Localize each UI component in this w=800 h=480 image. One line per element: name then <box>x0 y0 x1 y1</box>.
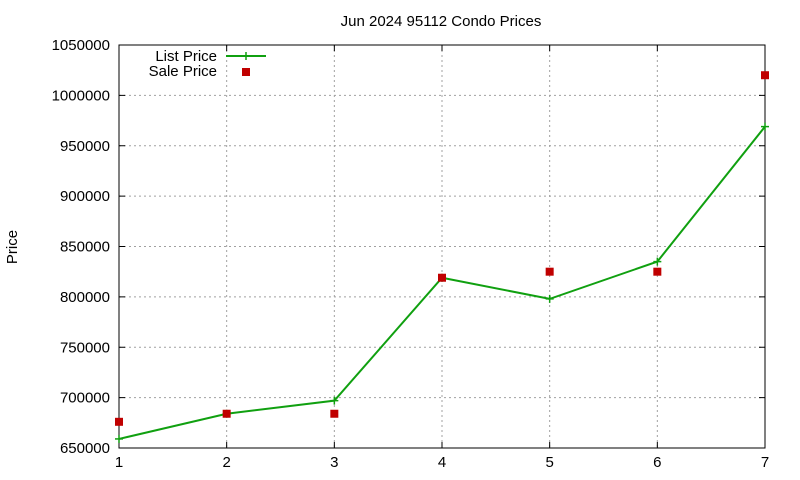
legend-square-symbol <box>242 68 250 76</box>
list-price-point <box>330 396 339 405</box>
y-tick-label: 1000000 <box>52 87 110 104</box>
y-tick-label: 1050000 <box>52 37 110 54</box>
list-price-point <box>545 294 554 303</box>
y-tick-label: 800000 <box>60 289 110 306</box>
sale-price-point <box>653 267 662 276</box>
legend-label: List Price <box>155 48 217 65</box>
x-tick-label: 4 <box>438 454 446 471</box>
x-tick-label: 1 <box>115 454 123 471</box>
sale-price-point <box>438 273 446 282</box>
sale-price-point <box>115 417 123 426</box>
axes: 650000 700000 750000 800000 850000 900000 9500… <box>52 37 770 471</box>
sale-price-point <box>330 409 339 418</box>
y-tick-label: 900000 <box>60 188 110 205</box>
x-tick-label: 3 <box>330 454 338 471</box>
x-tick-label: 6 <box>653 454 661 471</box>
list-price-point <box>115 434 123 443</box>
grid <box>119 45 765 448</box>
list-price-line <box>118 125 766 440</box>
x-tick-label: 2 <box>222 454 230 471</box>
sale-price-point <box>761 71 769 80</box>
y-tick-label: 750000 <box>60 339 110 356</box>
list-price-point <box>761 122 769 131</box>
chart-title: Jun 2024 95112 Condo Prices <box>341 13 542 30</box>
y-tick-label: 650000 <box>60 440 110 457</box>
y-tick-label: 950000 <box>60 138 110 155</box>
sale-price-point <box>222 409 231 418</box>
plot-frame <box>118 44 766 449</box>
y-tick-label: 850000 <box>60 239 110 256</box>
y-tick-label: 700000 <box>60 390 110 407</box>
x-tick-label: 7 <box>761 454 769 471</box>
series <box>115 71 769 443</box>
y-axis-label: Price <box>4 230 21 264</box>
list-price-point <box>653 257 662 266</box>
sale-price-point <box>545 267 554 276</box>
legend-plus-symbol <box>242 52 250 60</box>
x-tick-label: 5 <box>545 454 553 471</box>
legend-label: Sale Price <box>149 63 217 80</box>
